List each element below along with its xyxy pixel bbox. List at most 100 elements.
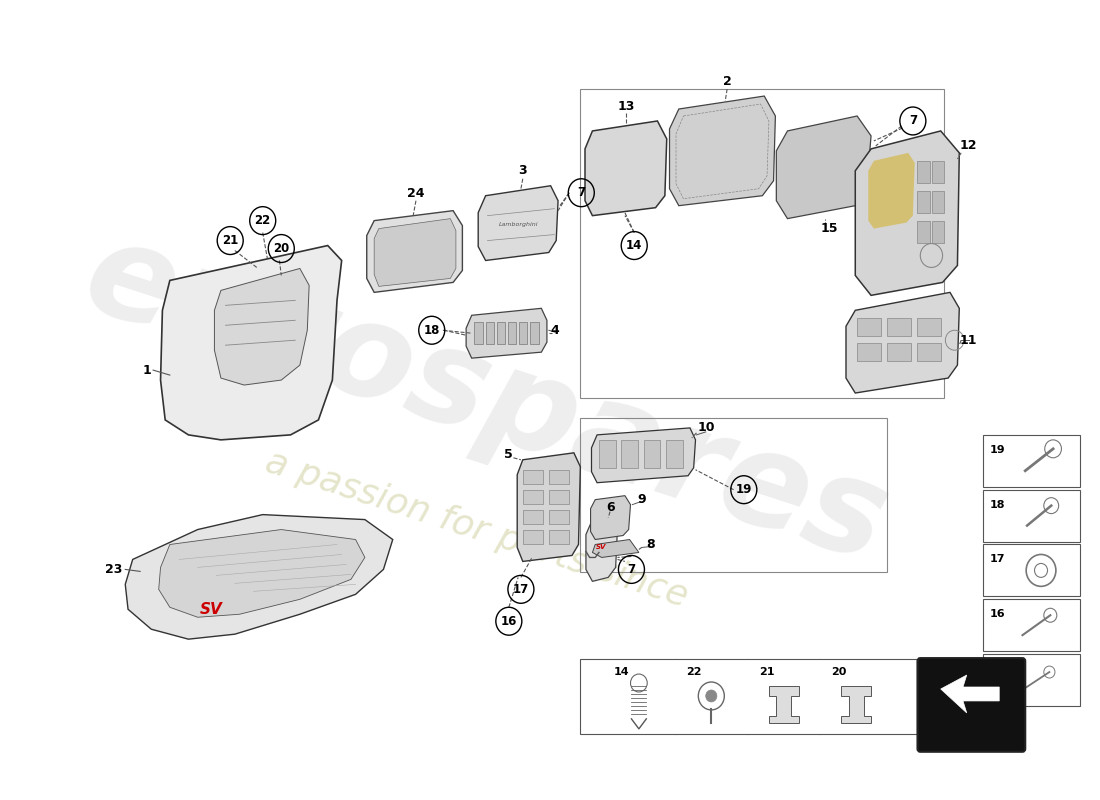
- Text: Lamborghini: Lamborghini: [499, 222, 539, 227]
- Polygon shape: [517, 453, 581, 562]
- FancyBboxPatch shape: [857, 343, 881, 361]
- Text: 12: 12: [960, 139, 977, 152]
- Polygon shape: [593, 539, 639, 558]
- Text: 7: 7: [990, 664, 998, 674]
- FancyBboxPatch shape: [581, 659, 916, 734]
- Text: 5: 5: [504, 448, 513, 462]
- Polygon shape: [842, 686, 871, 723]
- FancyBboxPatch shape: [917, 658, 1025, 752]
- Polygon shape: [366, 210, 462, 292]
- FancyBboxPatch shape: [982, 599, 1080, 651]
- FancyBboxPatch shape: [519, 322, 527, 344]
- FancyBboxPatch shape: [549, 470, 569, 484]
- Text: 7: 7: [627, 563, 636, 576]
- FancyBboxPatch shape: [530, 322, 539, 344]
- FancyBboxPatch shape: [933, 161, 945, 182]
- Text: 11: 11: [960, 334, 977, 346]
- FancyBboxPatch shape: [497, 322, 505, 344]
- FancyBboxPatch shape: [887, 343, 911, 361]
- FancyBboxPatch shape: [621, 440, 638, 468]
- FancyBboxPatch shape: [982, 654, 1080, 706]
- Polygon shape: [591, 496, 630, 539]
- FancyBboxPatch shape: [982, 435, 1080, 486]
- Text: 18: 18: [424, 324, 440, 337]
- Text: 20: 20: [273, 242, 289, 255]
- FancyBboxPatch shape: [549, 490, 569, 504]
- Circle shape: [706, 690, 717, 702]
- Text: 20: 20: [832, 667, 847, 677]
- Polygon shape: [125, 514, 393, 639]
- Text: eurospares: eurospares: [69, 210, 902, 590]
- Text: 19: 19: [990, 445, 1005, 455]
- Text: 24: 24: [407, 187, 425, 200]
- FancyBboxPatch shape: [474, 322, 483, 344]
- Text: 2: 2: [723, 74, 732, 88]
- Polygon shape: [856, 131, 959, 295]
- Text: 9: 9: [637, 493, 646, 506]
- FancyBboxPatch shape: [933, 190, 945, 213]
- Text: 17: 17: [513, 583, 529, 596]
- Text: SV: SV: [595, 545, 606, 550]
- FancyBboxPatch shape: [887, 318, 911, 336]
- Polygon shape: [670, 96, 776, 206]
- Text: 22: 22: [254, 214, 271, 227]
- Polygon shape: [592, 428, 695, 482]
- FancyBboxPatch shape: [933, 221, 945, 242]
- FancyBboxPatch shape: [917, 161, 930, 182]
- Polygon shape: [868, 153, 915, 229]
- FancyBboxPatch shape: [522, 530, 543, 543]
- Text: 22: 22: [686, 667, 702, 677]
- Text: 4: 4: [551, 324, 560, 337]
- Polygon shape: [161, 246, 342, 440]
- FancyBboxPatch shape: [644, 440, 660, 468]
- FancyBboxPatch shape: [666, 440, 682, 468]
- Text: 7: 7: [578, 186, 585, 199]
- FancyBboxPatch shape: [522, 490, 543, 504]
- Text: 21: 21: [759, 667, 774, 677]
- Text: a passion for parts since: a passion for parts since: [261, 445, 692, 614]
- Text: 23: 23: [106, 563, 123, 576]
- FancyBboxPatch shape: [916, 343, 940, 361]
- FancyBboxPatch shape: [917, 221, 930, 242]
- FancyBboxPatch shape: [485, 322, 494, 344]
- Text: 3: 3: [518, 164, 527, 178]
- Text: 17: 17: [990, 554, 1005, 565]
- Text: 21: 21: [222, 234, 239, 247]
- Text: 863 14: 863 14: [943, 723, 1001, 738]
- FancyBboxPatch shape: [598, 440, 616, 468]
- Text: 7: 7: [909, 114, 917, 127]
- FancyBboxPatch shape: [522, 470, 543, 484]
- Text: 6: 6: [606, 501, 615, 514]
- Polygon shape: [846, 292, 959, 393]
- Text: 15: 15: [821, 222, 838, 235]
- FancyBboxPatch shape: [522, 510, 543, 523]
- Polygon shape: [478, 186, 558, 261]
- Text: 8: 8: [647, 538, 656, 551]
- Polygon shape: [585, 121, 667, 216]
- Text: 14: 14: [614, 667, 629, 677]
- Polygon shape: [466, 308, 547, 358]
- FancyBboxPatch shape: [549, 510, 569, 523]
- Text: 13: 13: [617, 99, 635, 113]
- Text: SV: SV: [200, 602, 223, 617]
- Polygon shape: [940, 675, 999, 713]
- Polygon shape: [374, 218, 455, 286]
- Text: 19: 19: [736, 483, 752, 496]
- FancyBboxPatch shape: [982, 490, 1080, 542]
- Polygon shape: [769, 686, 799, 723]
- FancyBboxPatch shape: [857, 318, 881, 336]
- FancyBboxPatch shape: [508, 322, 516, 344]
- Text: 16: 16: [500, 614, 517, 628]
- Polygon shape: [777, 116, 871, 218]
- FancyBboxPatch shape: [917, 190, 930, 213]
- FancyBboxPatch shape: [549, 530, 569, 543]
- Polygon shape: [214, 269, 309, 385]
- Text: 10: 10: [697, 422, 715, 434]
- Text: 16: 16: [990, 610, 1005, 619]
- FancyBboxPatch shape: [982, 545, 1080, 596]
- Text: 1: 1: [142, 364, 151, 377]
- Text: 18: 18: [990, 500, 1005, 510]
- FancyBboxPatch shape: [916, 318, 940, 336]
- Polygon shape: [586, 514, 617, 582]
- Polygon shape: [158, 530, 365, 618]
